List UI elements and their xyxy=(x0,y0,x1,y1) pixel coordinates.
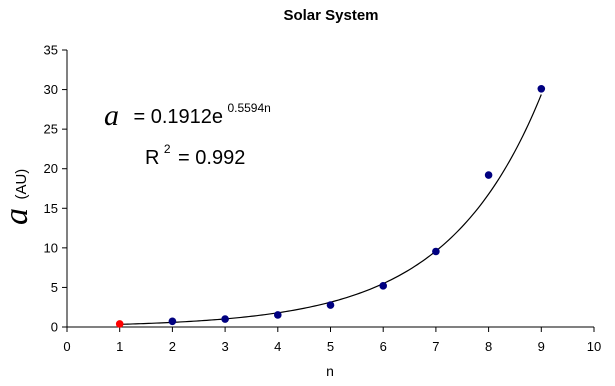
trend-equation: a = 0.1912e 0.5594n R 2 = 0.992 xyxy=(104,99,271,169)
svg-text:a = 0.1912e 0.: a = 0.1912e 0.5594n xyxy=(104,99,271,132)
x-tick-label: 5 xyxy=(327,339,334,354)
x-tick-label: 2 xyxy=(169,339,176,354)
x-axis-label: n xyxy=(326,363,334,379)
x-tick-label: 0 xyxy=(63,339,70,354)
y-tick-label: 0 xyxy=(51,320,58,335)
data-point xyxy=(274,311,282,319)
x-tick-label: 6 xyxy=(380,339,387,354)
y-tick-label: 15 xyxy=(44,201,58,216)
y-tick-label: 10 xyxy=(44,240,58,255)
y-tick-label: 20 xyxy=(44,161,58,176)
svg-text:R 2 = 0.992: R 2 = 0.992 xyxy=(145,140,245,169)
x-tick-label: 3 xyxy=(221,339,228,354)
y-tick-label: 25 xyxy=(44,122,58,137)
chart-title: Solar System xyxy=(283,7,378,24)
equation-rhs: = 0.1912e xyxy=(133,106,223,128)
data-point xyxy=(432,247,440,256)
data-point xyxy=(221,315,229,323)
y-tick-label: 30 xyxy=(44,82,58,97)
data-point xyxy=(537,84,546,93)
r-squared-value: = 0.992 xyxy=(178,147,245,169)
equation-lhs: a xyxy=(104,99,119,132)
data-point xyxy=(168,317,177,326)
data-point xyxy=(115,320,124,328)
data-point xyxy=(326,301,335,309)
x-tick-label: 10 xyxy=(587,339,601,354)
y-tick-label: 35 xyxy=(44,43,58,58)
trendline xyxy=(119,94,542,325)
x-tick-label: 9 xyxy=(538,339,545,354)
x-tick-label: 8 xyxy=(485,339,492,354)
data-points xyxy=(115,84,546,328)
y-axis-ticks: 0 5 10 15 20 25 30 35 xyxy=(44,43,67,335)
x-tick-label: 7 xyxy=(432,339,439,354)
svg-text:a (AU): a (AU) xyxy=(0,169,35,225)
x-tick-label: 1 xyxy=(116,339,123,354)
x-tick-label: 4 xyxy=(274,339,281,354)
y-axis-symbol: a xyxy=(0,208,35,225)
r-squared-label: R xyxy=(145,147,159,169)
y-tick-label: 5 xyxy=(51,280,58,295)
x-axis-ticks: 0 1 2 3 4 5 6 7 8 9 10 xyxy=(63,327,601,354)
equation-exponent: 0.5594n xyxy=(227,101,270,115)
data-point xyxy=(379,282,388,290)
y-axis-label: a (AU) xyxy=(0,169,35,225)
y-axis-unit: (AU) xyxy=(13,169,30,200)
data-point xyxy=(484,171,493,179)
r-squared-sup: 2 xyxy=(164,142,171,156)
